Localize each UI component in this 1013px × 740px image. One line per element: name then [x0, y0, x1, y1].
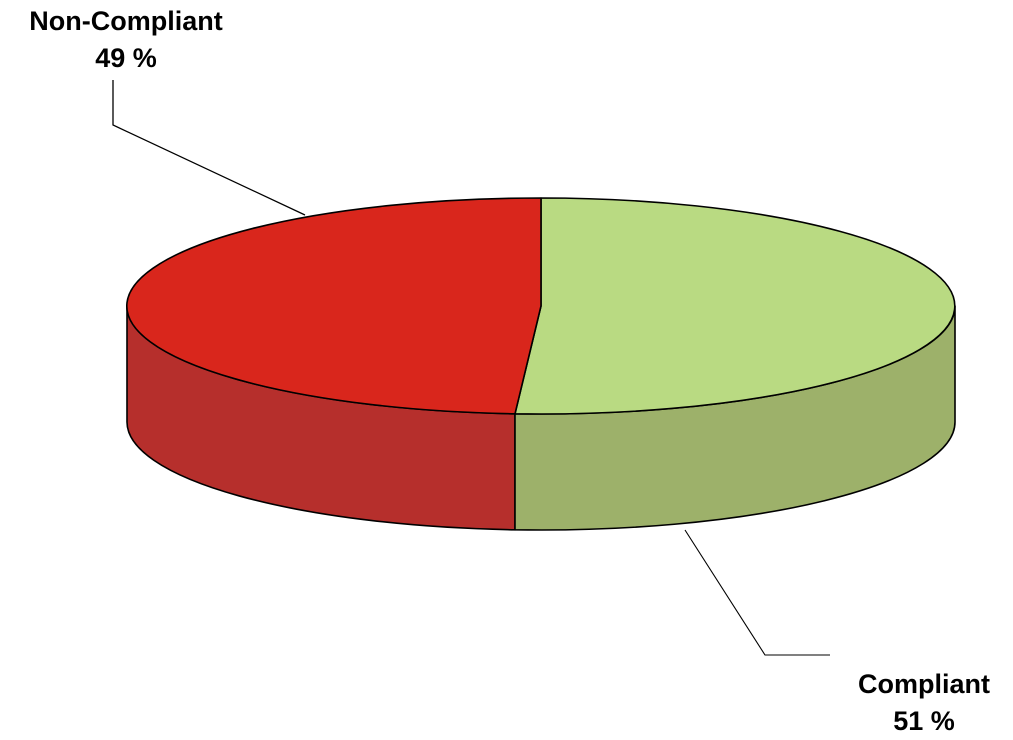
- label-compliant-name: Compliant: [858, 669, 990, 699]
- label-non-compliant-value: 49 %: [95, 43, 157, 73]
- leader-line-compliant: [684, 529, 830, 656]
- label-non-compliant-name: Non-Compliant: [29, 6, 222, 36]
- slice-top-non-compliant: [126, 197, 542, 415]
- label-compliant-value: 51 %: [893, 706, 955, 736]
- leader-line-non-compliant: [112, 80, 306, 216]
- slice-top-compliant: [514, 197, 956, 415]
